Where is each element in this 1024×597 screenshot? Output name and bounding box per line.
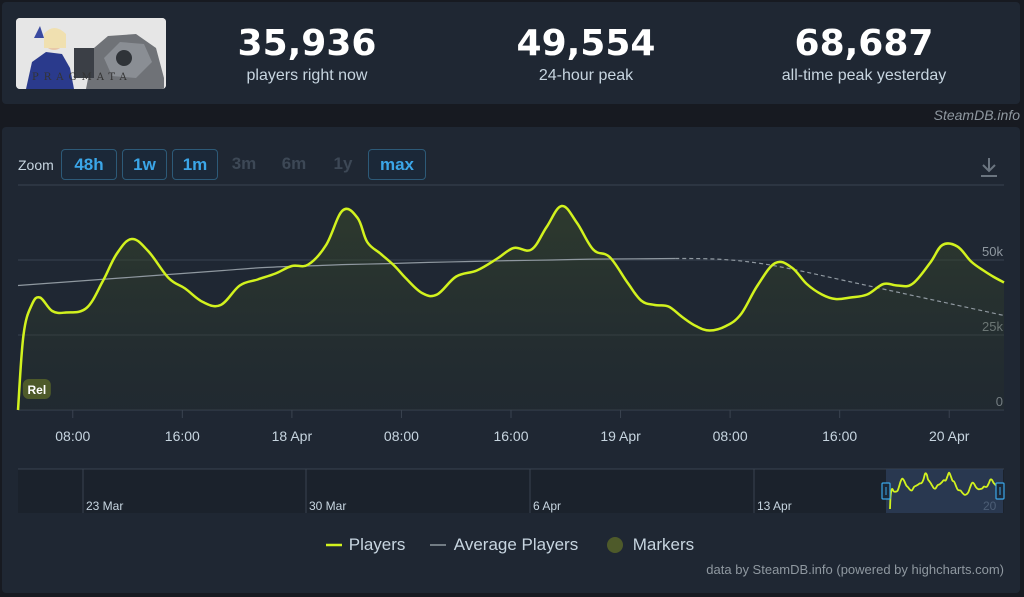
game-logo-text: PRAGMATA: [32, 72, 132, 83]
legend-average-label: Average Players: [453, 535, 579, 554]
summary-panel: PRAGMATA 35,936 players right now 49,554…: [2, 2, 1020, 104]
x-tick-label: 16:00: [165, 428, 200, 444]
navigator-label: 6 Apr: [533, 499, 561, 513]
zoom-1m-button[interactable]: 1m: [172, 149, 218, 180]
stat-label: 24-hour peak: [538, 67, 634, 84]
x-tick-label: 20 Apr: [929, 428, 970, 444]
zoom-label: Zoom: [18, 157, 54, 173]
stat-value: 49,554: [516, 23, 656, 64]
x-tick-label: 16:00: [822, 428, 857, 444]
download-button[interactable]: [976, 154, 1002, 180]
legend-markers-dot-icon: [607, 537, 623, 553]
x-tick-label: 16:00: [493, 428, 528, 444]
navigator-label: 13 Apr: [757, 499, 792, 513]
legend-markers[interactable]: Markers: [606, 534, 694, 556]
players-area: [18, 205, 1004, 410]
players-line[interactable]: [16, 204, 1005, 411]
steamdb-credit[interactable]: SteamDB.info: [933, 107, 1020, 123]
stat-value: 35,936: [237, 23, 377, 64]
markers-layer: Rel: [22, 379, 51, 399]
stat-label: players right now: [246, 67, 368, 84]
zoom-1y-button: 1y: [333, 154, 353, 173]
legend-markers-label: Markers: [632, 535, 695, 554]
x-tick-label: 08:00: [384, 428, 419, 444]
x-tick-label: 08:00: [55, 428, 90, 444]
zoom-48h-button[interactable]: 48h: [61, 149, 117, 180]
navigator-track: [18, 469, 1004, 513]
x-tick-label: 19 Apr: [600, 428, 641, 444]
highcharts-credit[interactable]: data by SteamDB.info (powered by highcha…: [706, 562, 1004, 577]
stat-players-now: 35,936 players right now: [187, 22, 427, 86]
navigator-selection[interactable]: [886, 469, 1003, 513]
navigator-series-line: [889, 471, 998, 510]
navigator-label: 30 Mar: [309, 499, 346, 513]
stat-label: all-time peak yesterday: [781, 67, 947, 84]
legend-average[interactable]: Average Players: [430, 534, 578, 556]
average-players-line: [17, 257, 676, 287]
game-thumbnail[interactable]: PRAGMATA: [16, 18, 166, 89]
x-tick-label: 08:00: [713, 428, 748, 444]
stat-value: 68,687: [794, 23, 934, 64]
x-tick-label: 18 Apr: [272, 428, 313, 444]
zoom-3m-button: 3m: [231, 154, 257, 173]
navigator-label: 23 Mar: [86, 499, 123, 513]
zoom-max-button[interactable]: max: [368, 149, 426, 180]
game-art-icon: [16, 18, 166, 89]
zoom-1w-button[interactable]: 1w: [122, 149, 167, 180]
zoom-6m-button: 6m: [281, 154, 307, 173]
marker-release[interactable]: [22, 379, 51, 399]
legend-average-line-icon: [430, 544, 446, 546]
legend-players-label: Players: [348, 535, 406, 554]
chart-legend: Players Average Players Markers: [0, 534, 1024, 556]
stat-all-time-peak: 68,687 all-time peak yesterday: [744, 22, 984, 86]
y-tick-label: 50k: [982, 244, 1003, 259]
legend-players[interactable]: Players: [326, 534, 405, 556]
x-axis: 08:00 16:00 18 Apr 08:00 16:00 19 Apr 08:00 16:…: [18, 409, 1004, 444]
download-icon: [981, 158, 997, 177]
marker-label: Rel: [28, 383, 47, 397]
stat-24h-peak: 49,554 24-hour peak: [466, 22, 706, 86]
legend-players-line-icon: [326, 543, 342, 547]
